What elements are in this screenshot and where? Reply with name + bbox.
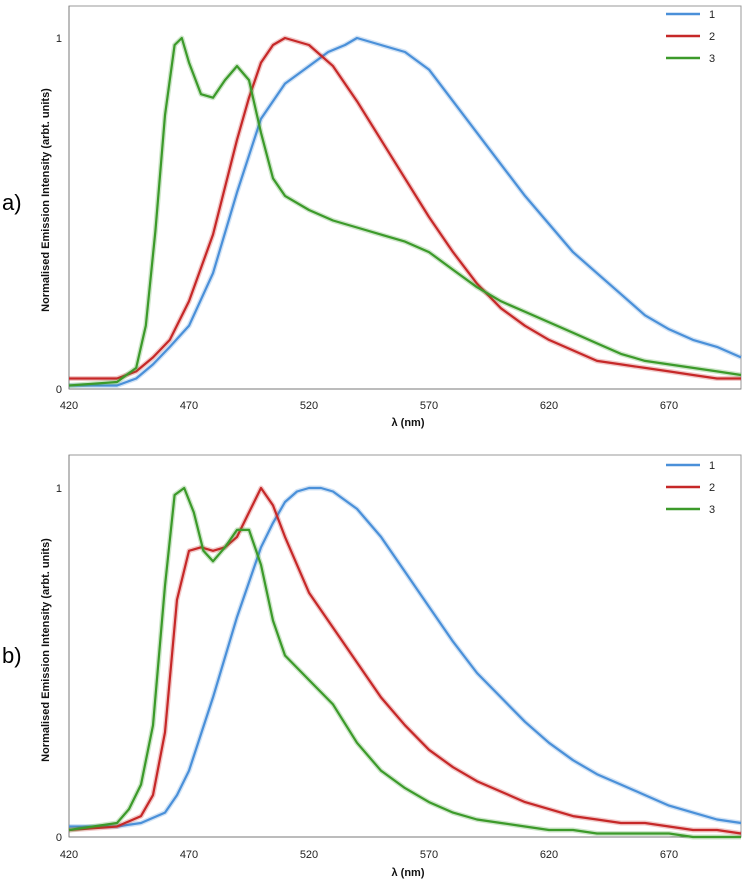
panel-a-x-ticks: 420 470 520 570 620 670 xyxy=(60,400,678,412)
panel-b: b) 420 470 520 570 620 670 0 1 λ (nm) No… xyxy=(2,454,742,879)
panel-a-series-3-line xyxy=(68,36,742,387)
panel-a-y-axis-title: Normalised Emission Intensity (arbt. uni… xyxy=(40,88,52,312)
panel-b-series-1-line xyxy=(69,486,742,828)
panel-b-series-2-line xyxy=(68,486,742,835)
panel-a-xtick-420: 420 xyxy=(60,400,78,412)
panel-b-y-axis-title: Normalised Emission Intensity (arbt. uni… xyxy=(40,538,52,762)
panel-b-x-axis-title: λ (nm) xyxy=(392,867,425,879)
panel-b-series-lines xyxy=(68,485,742,840)
panel-b-xtick-570: 570 xyxy=(420,849,438,861)
panel-a-xtick-670: 670 xyxy=(660,400,678,412)
panel-a-legend-label-3: 3 xyxy=(709,53,715,65)
panel-b-xtick-520: 520 xyxy=(300,849,318,861)
panel-b-xtick-470: 470 xyxy=(180,849,198,861)
panel-a-ytick-1: 1 xyxy=(56,33,62,45)
panel-b-xtick-670: 670 xyxy=(660,849,678,861)
panel-a-xtick-520: 520 xyxy=(300,400,318,412)
panel-a-series-2-line xyxy=(69,36,741,380)
panel-a-label: a) xyxy=(2,190,22,215)
panel-b-ytick-0: 0 xyxy=(56,832,62,844)
panel-b-legend: 1 2 3 xyxy=(666,460,715,516)
panel-a-ytick-0: 0 xyxy=(56,384,62,396)
panel-b-legend-label-2: 2 xyxy=(709,482,715,494)
panel-a-x-axis-title: λ (nm) xyxy=(392,417,425,429)
panel-a-xtick-470: 470 xyxy=(180,400,198,412)
panel-b-series-3-line xyxy=(68,486,741,839)
panel-b-plot-border xyxy=(68,454,742,838)
panel-a-legend: 1 2 3 xyxy=(666,9,715,65)
panel-b-label: b) xyxy=(2,643,22,668)
panel-a-legend-label-1: 1 xyxy=(709,9,715,21)
panel-a-series-1-line xyxy=(69,36,742,387)
panel-b-xtick-620: 620 xyxy=(540,849,558,861)
panel-a: a) 420 470 520 570 620 670 0 1 λ (nm) No… xyxy=(2,5,743,429)
panel-b-legend-label-3: 3 xyxy=(709,504,715,516)
panel-b-x-ticks: 420 470 520 570 620 670 xyxy=(60,849,678,861)
panel-a-legend-label-2: 2 xyxy=(709,31,715,43)
panel-a-xtick-570: 570 xyxy=(420,400,438,412)
panel-b-legend-label-1: 1 xyxy=(709,460,715,472)
panel-a-series-3-shadow xyxy=(68,35,742,388)
panel-a-series-lines xyxy=(68,35,743,388)
panel-b-xtick-420: 420 xyxy=(60,849,78,861)
panel-a-xtick-620: 620 xyxy=(540,400,558,412)
panel-b-ytick-1: 1 xyxy=(56,483,62,495)
